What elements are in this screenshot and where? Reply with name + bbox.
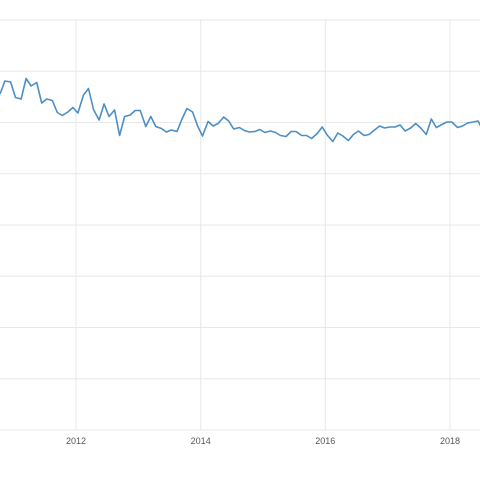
x-tick-label: 2014 bbox=[191, 436, 211, 446]
x-tick-label: 2018 bbox=[440, 436, 460, 446]
x-axis-tick-labels: 2012 2014 2016 2018 bbox=[66, 436, 460, 446]
vertical-gridlines bbox=[75, 20, 451, 430]
series-group bbox=[0, 77, 480, 143]
horizontal-gridlines bbox=[0, 19, 480, 431]
x-tick-label: 2012 bbox=[66, 436, 86, 446]
series-line bbox=[0, 77, 480, 143]
x-tick-label: 2016 bbox=[315, 436, 335, 446]
